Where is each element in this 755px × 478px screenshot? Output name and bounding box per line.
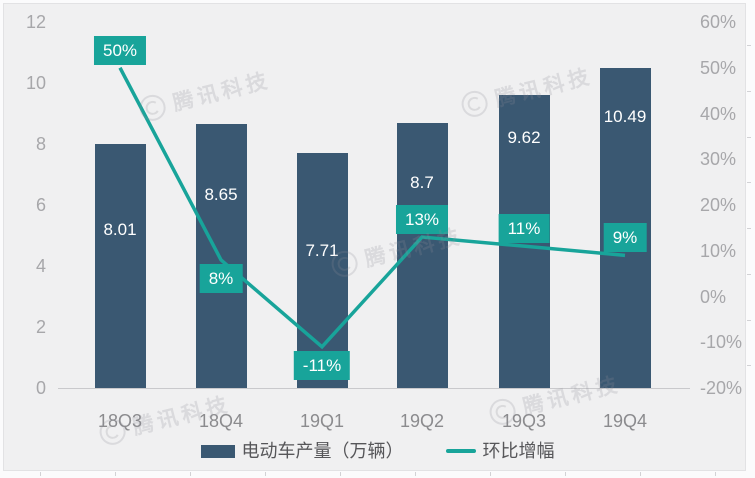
bottom-edge-tick — [40, 472, 41, 476]
bottom-edge-tick — [115, 472, 116, 476]
right-axis-tick-60%: 60% — [700, 12, 737, 32]
tencent-tech-logo-icon — [136, 92, 169, 124]
bar-value-label-18Q3: 8.01 — [103, 219, 137, 239]
right-axis-tick-50%: 50% — [700, 57, 737, 78]
x-axis-label-19Q4: 19Q4 — [602, 411, 648, 431]
right-edge-tick — [747, 90, 751, 92]
bottom-edge-tick — [565, 472, 566, 476]
right-edge-tick — [747, 319, 751, 321]
bottom-edge-tick — [415, 472, 416, 476]
line-value-label-18Q3: 50% — [93, 35, 147, 65]
bottom-edge-tick — [715, 472, 716, 476]
left-axis-tick-2: 2 — [35, 317, 46, 337]
left-axis-tick-6: 6 — [35, 195, 46, 215]
left-axis-tick-0: 0 — [35, 378, 46, 398]
legend-item-ev-production: 电动车产量（万辆） — [200, 440, 404, 462]
line-value-label-19Q4: 9% — [603, 223, 647, 253]
right-axis-tick-10%: 10% — [700, 240, 737, 261]
tencent-tech-logo-icon — [486, 396, 519, 428]
right-edge-tick — [747, 182, 751, 184]
bar-series-swatch — [200, 444, 235, 458]
line-value-label-19Q1: -11% — [293, 350, 351, 380]
x-axis-label-19Q2: 19Q2 — [399, 411, 445, 431]
right-edge-tick — [747, 136, 751, 138]
legend-item-qoq-growth: 环比增幅 — [445, 440, 555, 462]
right-edge-tick — [747, 228, 751, 229]
bottom-edge-tick — [640, 472, 641, 476]
x-axis-label-19Q1: 19Q1 — [299, 411, 345, 431]
bar-value-label-19Q1: 7.71 — [305, 240, 339, 260]
bar-value-label-19Q2: 8.7 — [410, 172, 434, 192]
right-edge-tick — [747, 365, 751, 367]
right-axis-tick--10%: -10% — [700, 332, 743, 353]
bottom-edge-tick — [265, 472, 266, 476]
tencent-tech-logo-icon — [458, 88, 491, 120]
right-edge-tick — [747, 45, 751, 46]
right-edge-tick — [747, 273, 751, 275]
bar-value-label-19Q3: 9.62 — [507, 127, 541, 147]
right-axis-tick--20%: -20% — [700, 378, 743, 398]
line-value-label-19Q2: 13% — [395, 205, 449, 235]
x-axis-label-18Q4: 18Q4 — [198, 411, 244, 431]
legend: 电动车产量（万辆） 环比增幅 — [0, 440, 755, 462]
legend-label-qoq-growth: 环比增幅 — [482, 441, 555, 461]
bar-value-label-19Q4: 10.49 — [603, 107, 647, 127]
right-axis-tick-0%: 0% — [700, 286, 727, 307]
left-axis-tick-12: 12 — [25, 12, 46, 32]
right-axis-tick-20%: 20% — [700, 195, 737, 215]
tencent-tech-logo-icon — [328, 248, 361, 280]
left-axis-tick-8: 8 — [35, 134, 46, 154]
line-series-swatch — [445, 449, 476, 453]
legend-label-ev-production: 电动车产量（万辆） — [241, 441, 404, 461]
x-axis-line — [58, 388, 690, 389]
right-axis-tick-40%: 40% — [700, 103, 737, 124]
left-axis-tick-10: 10 — [25, 73, 46, 93]
bar-value-label-18Q4: 8.65 — [204, 185, 238, 205]
tencent-tech-logo-icon — [96, 416, 129, 448]
bottom-edge-tick — [190, 472, 191, 476]
right-axis-tick-30%: 30% — [700, 149, 737, 170]
line-value-label-18Q4: 8% — [199, 263, 243, 293]
line-value-label-19Q3: 11% — [498, 214, 550, 244]
bottom-edge-tick — [340, 472, 341, 476]
left-axis-tick-4: 4 — [35, 256, 46, 276]
bottom-edge-tick — [490, 472, 491, 476]
